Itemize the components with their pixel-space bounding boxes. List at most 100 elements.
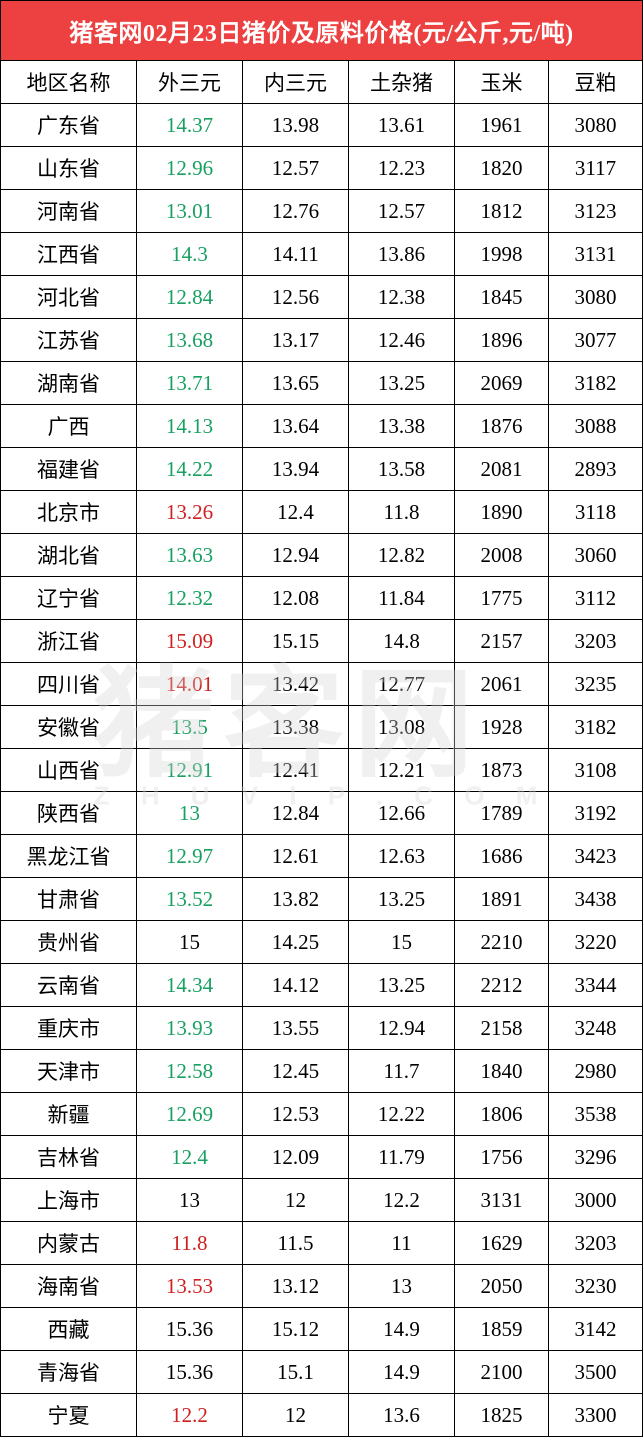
cell-value: 12.2: [349, 1179, 455, 1222]
cell-value: 2893: [549, 448, 643, 491]
cell-region: 安徽省: [1, 706, 137, 749]
cell-value: 14.12: [243, 964, 349, 1007]
cell-value: 3088: [549, 405, 643, 448]
cell-value: 1928: [455, 706, 549, 749]
cell-value: 15.36: [137, 1308, 243, 1351]
cell-value: 11.8: [137, 1222, 243, 1265]
table-row: 西藏15.3615.1214.918593142: [1, 1308, 643, 1351]
cell-value: 3117: [549, 147, 643, 190]
table-row: 广东省14.3713.9813.6119613080: [1, 104, 643, 147]
cell-value: 3235: [549, 663, 643, 706]
cell-value: 12.23: [349, 147, 455, 190]
cell-region: 四川省: [1, 663, 137, 706]
cell-value: 12.84: [243, 792, 349, 835]
cell-region: 黑龙江省: [1, 835, 137, 878]
cell-value: 13.25: [349, 362, 455, 405]
table-body: 广东省14.3713.9813.6119613080山东省12.9612.571…: [1, 104, 643, 1437]
cell-value: 2008: [455, 534, 549, 577]
cell-value: 13.38: [243, 706, 349, 749]
table-row: 重庆市13.9313.5512.9421583248: [1, 1007, 643, 1050]
col-doupo: 豆粕: [549, 61, 643, 104]
cell-value: 13.6: [349, 1394, 455, 1437]
cell-value: 13.53: [137, 1265, 243, 1308]
cell-value: 12.4: [137, 1136, 243, 1179]
cell-value: 14.01: [137, 663, 243, 706]
table-row: 河南省13.0112.7612.5718123123: [1, 190, 643, 233]
cell-value: 3203: [549, 1222, 643, 1265]
cell-value: 1820: [455, 147, 549, 190]
table-row: 云南省14.3414.1213.2522123344: [1, 964, 643, 1007]
cell-value: 1812: [455, 190, 549, 233]
cell-value: 15.12: [243, 1308, 349, 1351]
table-row: 陕西省1312.8412.6617893192: [1, 792, 643, 835]
cell-value: 13: [137, 1179, 243, 1222]
price-table: 地区名称 外三元 内三元 土杂猪 玉米 豆粕 广东省14.3713.9813.6…: [0, 60, 643, 1437]
cell-value: 3108: [549, 749, 643, 792]
cell-region: 河北省: [1, 276, 137, 319]
cell-value: 12.57: [349, 190, 455, 233]
cell-value: 11.5: [243, 1222, 349, 1265]
table-row: 天津市12.5812.4511.718402980: [1, 1050, 643, 1093]
cell-value: 13.65: [243, 362, 349, 405]
cell-value: 1998: [455, 233, 549, 276]
cell-value: 12.32: [137, 577, 243, 620]
cell-value: 1890: [455, 491, 549, 534]
cell-value: 13.52: [137, 878, 243, 921]
cell-region: 海南省: [1, 1265, 137, 1308]
cell-value: 14.3: [137, 233, 243, 276]
cell-region: 宁夏: [1, 1394, 137, 1437]
cell-value: 12.61: [243, 835, 349, 878]
cell-value: 12.91: [137, 749, 243, 792]
cell-value: 11: [349, 1222, 455, 1265]
cell-value: 13.86: [349, 233, 455, 276]
cell-value: 12.66: [349, 792, 455, 835]
cell-value: 3112: [549, 577, 643, 620]
cell-value: 13: [137, 792, 243, 835]
cell-value: 2050: [455, 1265, 549, 1308]
table-row: 青海省15.3615.114.921003500: [1, 1351, 643, 1394]
cell-value: 13.01: [137, 190, 243, 233]
cell-region: 福建省: [1, 448, 137, 491]
cell-value: 12.38: [349, 276, 455, 319]
cell-value: 13.93: [137, 1007, 243, 1050]
cell-value: 3203: [549, 620, 643, 663]
cell-value: 1896: [455, 319, 549, 362]
cell-value: 14.9: [349, 1308, 455, 1351]
cell-value: 13.5: [137, 706, 243, 749]
cell-value: 1891: [455, 878, 549, 921]
cell-value: 14.22: [137, 448, 243, 491]
cell-value: 2158: [455, 1007, 549, 1050]
cell-value: 3123: [549, 190, 643, 233]
cell-value: 15: [137, 921, 243, 964]
cell-value: 3192: [549, 792, 643, 835]
table-row: 广西14.1313.6413.3818763088: [1, 405, 643, 448]
cell-value: 3230: [549, 1265, 643, 1308]
cell-value: 2100: [455, 1351, 549, 1394]
cell-value: 13.63: [137, 534, 243, 577]
cell-region: 湖南省: [1, 362, 137, 405]
cell-value: 2069: [455, 362, 549, 405]
col-yumi: 玉米: [455, 61, 549, 104]
cell-value: 3182: [549, 362, 643, 405]
table-row: 海南省13.5313.121320503230: [1, 1265, 643, 1308]
cell-value: 1825: [455, 1394, 549, 1437]
cell-region: 重庆市: [1, 1007, 137, 1050]
cell-value: 15: [349, 921, 455, 964]
cell-value: 13.58: [349, 448, 455, 491]
cell-value: 13.42: [243, 663, 349, 706]
cell-value: 1873: [455, 749, 549, 792]
table-title: 猪客网02月23日猪价及原料价格(元/公斤,元/吨): [0, 0, 643, 60]
cell-value: 15.09: [137, 620, 243, 663]
cell-value: 12.84: [137, 276, 243, 319]
cell-value: 11.84: [349, 577, 455, 620]
table-row: 新疆12.6912.5312.2218063538: [1, 1093, 643, 1136]
cell-value: 1840: [455, 1050, 549, 1093]
cell-value: 12.53: [243, 1093, 349, 1136]
cell-value: 3080: [549, 104, 643, 147]
cell-value: 3538: [549, 1093, 643, 1136]
cell-value: 12.21: [349, 749, 455, 792]
cell-value: 1845: [455, 276, 549, 319]
cell-value: 2081: [455, 448, 549, 491]
cell-value: 12.77: [349, 663, 455, 706]
cell-value: 1806: [455, 1093, 549, 1136]
